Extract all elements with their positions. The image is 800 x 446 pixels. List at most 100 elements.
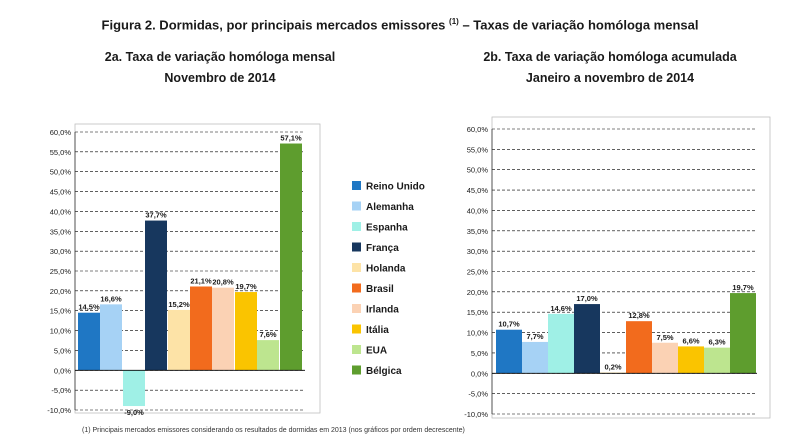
chart-a-ytick-label: 40,0% — [50, 207, 72, 216]
chart-b-ytick-label: 0,0% — [471, 369, 488, 378]
chart-b-ytick-label: 15,0% — [467, 308, 489, 317]
chart-a-data-label: 14,5% — [78, 303, 100, 312]
chart-b-ytick-label: 20,0% — [467, 288, 489, 297]
legend-label: Reino Unido — [366, 182, 425, 193]
chart-b-bar-9 — [730, 293, 756, 374]
chart-b-ytick-label: 45,0% — [467, 186, 489, 195]
chart-a-subtitle: Novembro de 2014 — [164, 71, 276, 85]
legend-swatch — [352, 345, 361, 354]
chart-b-ytick-label: 25,0% — [467, 268, 489, 277]
chart-b-data-label: 7,5% — [656, 333, 673, 342]
legend-swatch — [352, 201, 361, 211]
chart-a-data-label: 19,7% — [235, 282, 257, 291]
chart-a-data-label: 20,8% — [212, 278, 234, 287]
chart-a-bar-5 — [190, 286, 212, 371]
legend-label: Alemanha — [366, 202, 414, 213]
legend-label: Holanda — [366, 264, 406, 275]
chart-b-bar-6 — [652, 342, 678, 374]
legend-label: Bélgica — [366, 366, 402, 377]
chart-a-data-label: -9,0% — [124, 408, 144, 417]
chart-b-title: 2b. Taxa de variação homóloga acumulada — [483, 50, 737, 64]
legend-swatch — [352, 222, 361, 231]
chart-a-ytick-label: 45,0% — [50, 188, 72, 197]
chart-b-ytick-label: 10,0% — [467, 329, 489, 338]
legend-swatch — [352, 263, 361, 272]
chart-a-bar-3 — [145, 220, 167, 371]
chart-a-ytick-label: -10,0% — [47, 406, 71, 415]
chart-b-bar-5 — [626, 321, 652, 374]
chart-b-ytick-label: 55,0% — [467, 145, 489, 154]
legend-label: Irlanda — [366, 305, 399, 316]
chart-b-bar-1 — [522, 341, 548, 374]
chart-a-ytick-label: 15,0% — [50, 307, 72, 316]
legend-label: Itália — [366, 325, 389, 336]
chart-b-ytick-label: 30,0% — [467, 247, 489, 256]
chart-a-ytick-label: 0,0% — [54, 366, 71, 375]
chart-a-bar-4 — [168, 309, 190, 371]
chart-b-data-label: 17,0% — [576, 294, 598, 303]
chart-a-ytick-label: 35,0% — [50, 227, 72, 236]
legend-swatch — [352, 324, 361, 334]
chart-a-heading: 2a. Taxa de variação homóloga mensal Nov… — [60, 47, 380, 89]
chart-b-bar-3 — [574, 304, 600, 374]
chart-b-subtitle: Janeiro a novembro de 2014 — [525, 71, 695, 85]
legend-label: França — [366, 243, 399, 254]
legend-label: Espanha — [366, 223, 408, 234]
chart-b-data-label: 14,6% — [550, 304, 572, 313]
chart-b-heading: 2b. Taxa de variação homóloga acumulada … — [440, 47, 780, 89]
figure-title: Figura 2. Dormidas, por principais merca… — [0, 17, 800, 32]
legend-swatch — [352, 181, 361, 190]
chart-a-data-label: 16,6% — [100, 294, 122, 303]
chart-b-ytick-label: -10,0% — [464, 410, 488, 419]
chart-a-ytick-label: 50,0% — [50, 168, 72, 177]
chart-a-bar-9 — [280, 143, 302, 371]
chart-b-data-label: 19,7% — [732, 283, 754, 292]
chart-b-ytick-label: 60,0% — [467, 125, 489, 134]
chart-a-ytick-label: 30,0% — [50, 247, 72, 256]
chart-a-ytick-label: -5,0% — [51, 386, 71, 395]
chart-b-data-label: 0,2% — [604, 362, 621, 371]
chart-a-ytick-label: 5,0% — [54, 346, 71, 355]
chart-b-ytick-label: 5,0% — [471, 349, 488, 358]
chart-a-data-label: 21,1% — [190, 276, 212, 285]
chart-b-bar-0 — [496, 329, 522, 374]
chart-b-bar-8 — [704, 347, 730, 374]
legend-label: EUA — [366, 346, 387, 357]
chart-b-bar-7 — [678, 346, 704, 374]
chart-a-ytick-label: 10,0% — [50, 327, 72, 336]
legend-swatch — [352, 365, 361, 375]
chart-a-data-label: 37,7% — [145, 211, 167, 220]
chart-b-data-label: 12,8% — [628, 311, 650, 320]
chart-b-ytick-label: 50,0% — [467, 166, 489, 175]
legend-swatch — [352, 304, 361, 313]
legend-swatch — [352, 242, 361, 252]
figure-title-note: (1) — [449, 17, 459, 26]
chart-a-bar-8 — [257, 340, 279, 371]
chart-b-data-label: 6,6% — [682, 336, 699, 345]
chart-a-ytick-label: 25,0% — [50, 267, 72, 276]
chart-b-data-label: 6,3% — [708, 338, 725, 347]
figure-title-suffix: – Taxas de variação homóloga mensal — [462, 17, 699, 33]
chart-a-ytick-label: 20,0% — [50, 287, 72, 296]
chart-b-ytick-label: 35,0% — [467, 227, 489, 236]
chart-b-ytick-label: 40,0% — [467, 206, 489, 215]
legend-swatch — [352, 283, 361, 293]
chart-a-data-label: 57,1% — [280, 134, 302, 143]
chart-a-bar-1 — [100, 304, 122, 371]
figure-title-text: Figura 2. Dormidas, por principais merca… — [101, 17, 446, 33]
chart-a-bar-2 — [123, 370, 145, 407]
chart-b-ytick-label: -5,0% — [468, 390, 488, 399]
chart-a-title: 2a. Taxa de variação homóloga mensal — [104, 50, 336, 64]
legend-label: Brasil — [366, 284, 394, 295]
chart-b-data-label: 10,7% — [498, 320, 520, 329]
chart-a-ytick-label: 60,0% — [50, 128, 72, 137]
chart-a-ytick-label: 55,0% — [50, 148, 72, 157]
chart-a-bar-0 — [78, 312, 100, 371]
footnote: (1) Principais mercados emissores consid… — [82, 427, 465, 434]
chart-a-bar-7 — [235, 292, 257, 371]
chart-b-data-label: 7,7% — [526, 332, 543, 341]
chart-a-data-label: 7,6% — [259, 330, 276, 339]
chart-a-data-label: 15,2% — [168, 300, 190, 309]
chart-b-bar-2 — [548, 313, 574, 374]
